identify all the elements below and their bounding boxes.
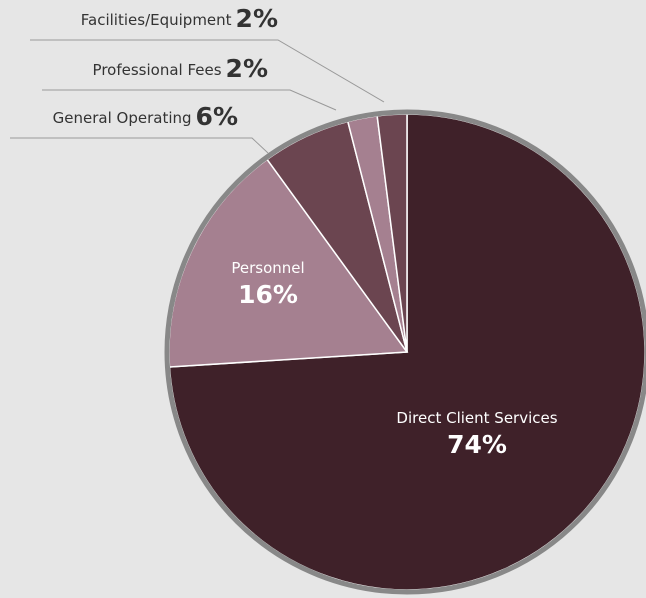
slice-label: Direct Client Services 74% [387,408,567,462]
leader-line [10,137,269,154]
slice-value: 2% [225,54,268,83]
slice-label: Personnel 16% [203,258,333,312]
slice-name: Direct Client Services [396,409,558,427]
callout-label: Professional Fees 2% [93,54,268,83]
leader-line [42,89,337,111]
slice-value: 74% [447,430,507,459]
callout-label: General Operating 6% [53,102,238,131]
slice-value: 6% [195,102,238,131]
slice-value: 16% [238,280,298,309]
pie-ring [164,109,646,595]
leader-line [30,39,385,103]
slice-name: Facilities/Equipment [80,11,232,29]
slice-name: General Operating [52,109,192,127]
slice-name: Professional Fees [92,61,222,79]
callout-label: Facilities/Equipment 2% [81,4,278,33]
slice-name: Personnel [231,259,305,277]
slice-value: 2% [235,4,278,33]
